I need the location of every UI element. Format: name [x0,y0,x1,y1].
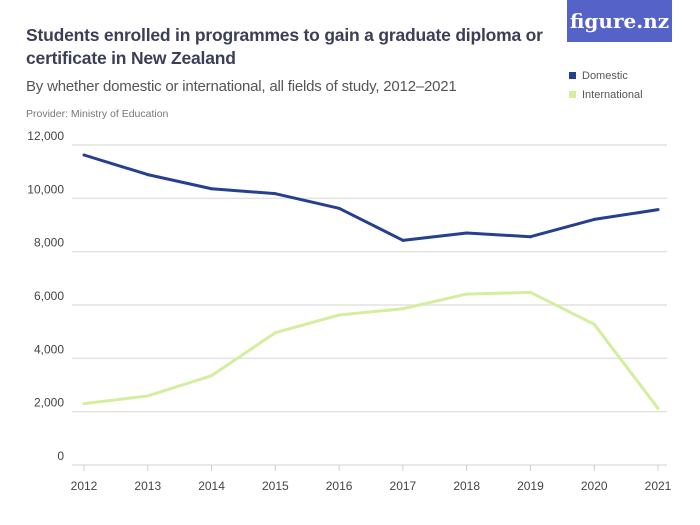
x-tick-label: 2019 [517,479,544,493]
y-tick-label: 8,000 [34,236,64,250]
data-point-domestic [401,238,405,242]
y-tick-label: 10,000 [27,182,64,196]
data-point-international [146,394,150,398]
x-tick-label: 2013 [134,479,161,493]
data-point-domestic [210,187,214,191]
data-point-international [528,290,532,294]
x-tick-label: 2021 [645,479,672,493]
series-line-international [83,290,660,410]
data-point-domestic [592,217,596,221]
data-point-domestic [528,235,532,239]
x-tick-label: 2012 [71,479,98,493]
data-point-domestic [656,208,660,212]
data-point-domestic [273,192,277,196]
x-tick-label: 2018 [453,479,480,493]
x-tick-label: 2016 [326,479,353,493]
legend: Domestic International [569,66,643,104]
y-tick-label: 6,000 [34,289,64,303]
data-point-international [337,313,341,317]
data-point-domestic [82,153,86,157]
data-point-international [82,402,86,406]
y-tick-label: 2,000 [34,396,64,410]
data-point-international [273,331,277,335]
legend-item-domestic: Domestic [569,66,643,85]
y-tick-label: 12,000 [27,129,64,143]
chart-title: Students enrolled in programmes to gain … [26,25,543,68]
x-tick-label: 2017 [390,479,417,493]
data-point-international [656,406,660,410]
chart-subtitle: By whether domestic or international, al… [26,78,457,95]
y-tick-label: 4,000 [34,342,64,356]
x-tick-label: 2014 [198,479,225,493]
data-point-international [401,307,405,311]
data-point-international [465,292,469,296]
series-line-domestic [83,153,659,242]
legend-swatch-international [569,91,576,98]
data-point-domestic [146,173,150,177]
data-point-international [210,374,214,378]
provider-label: Provider: Ministry of Education [26,108,169,120]
data-point-international [592,322,596,326]
data-point-domestic [337,206,341,210]
y-tick-label: 0 [57,449,64,463]
legend-label: Domestic [582,69,628,82]
x-tick-label: 2015 [262,479,289,493]
legend-swatch-domestic [569,72,576,79]
legend-label: International [582,88,643,101]
figure-nz-logo[interactable]: figure.nz [567,0,672,42]
legend-item-international: International [569,85,643,104]
x-tick-label: 2020 [581,479,608,493]
data-point-domestic [465,231,469,235]
